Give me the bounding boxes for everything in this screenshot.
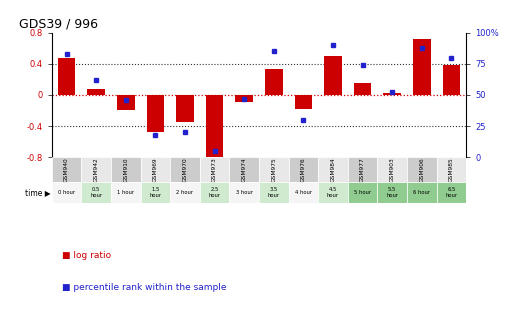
Text: 4 hour: 4 hour <box>295 190 312 195</box>
Bar <box>52 182 81 203</box>
Bar <box>200 182 229 203</box>
Bar <box>147 95 164 132</box>
Bar <box>289 157 318 182</box>
Text: GSM975: GSM975 <box>271 157 276 182</box>
Bar <box>140 182 170 203</box>
Text: 1 hour: 1 hour <box>117 190 134 195</box>
Bar <box>442 65 461 95</box>
Bar <box>140 157 170 182</box>
Bar <box>52 157 81 182</box>
Text: GSM973: GSM973 <box>212 157 217 182</box>
Text: 6 hour: 6 hour <box>413 190 430 195</box>
Text: 0 hour: 0 hour <box>58 190 75 195</box>
Bar <box>354 83 371 95</box>
Text: 4.5
hour: 4.5 hour <box>327 187 339 198</box>
Bar <box>200 157 229 182</box>
Bar <box>111 182 140 203</box>
Text: 0.5
hour: 0.5 hour <box>90 187 102 198</box>
Bar <box>117 95 135 110</box>
Bar <box>348 182 378 203</box>
Bar <box>437 182 466 203</box>
Bar <box>378 157 407 182</box>
Text: GSM974: GSM974 <box>242 157 247 182</box>
Text: GSM906: GSM906 <box>419 157 424 182</box>
Text: 2 hour: 2 hour <box>177 190 194 195</box>
Text: GSM942: GSM942 <box>94 157 99 182</box>
Text: GSM903: GSM903 <box>390 157 395 182</box>
Text: GSM985: GSM985 <box>449 157 454 182</box>
Text: GSM976: GSM976 <box>301 157 306 182</box>
Bar <box>348 157 378 182</box>
Bar <box>170 182 200 203</box>
Text: ■ log ratio: ■ log ratio <box>62 250 111 260</box>
Bar <box>378 182 407 203</box>
Bar <box>259 157 289 182</box>
Bar <box>111 157 140 182</box>
Text: 3 hour: 3 hour <box>236 190 253 195</box>
Bar <box>318 182 348 203</box>
Bar <box>57 58 76 95</box>
Text: GSM910: GSM910 <box>123 157 128 182</box>
Bar <box>265 69 283 95</box>
Bar <box>318 157 348 182</box>
Bar <box>295 95 312 109</box>
Text: ■ percentile rank within the sample: ■ percentile rank within the sample <box>62 283 227 292</box>
Bar <box>88 89 105 95</box>
Bar <box>170 157 200 182</box>
Bar <box>289 182 318 203</box>
Bar <box>407 182 437 203</box>
Text: GSM969: GSM969 <box>153 157 158 182</box>
Text: GSM940: GSM940 <box>64 157 69 182</box>
Bar <box>407 157 437 182</box>
Bar <box>176 95 194 122</box>
Bar <box>206 95 223 159</box>
Text: 3.5
hour: 3.5 hour <box>268 187 280 198</box>
Bar <box>229 157 259 182</box>
Text: GSM970: GSM970 <box>182 157 188 182</box>
Text: GDS39 / 996: GDS39 / 996 <box>19 17 98 30</box>
Bar <box>81 182 111 203</box>
Text: 5 hour: 5 hour <box>354 190 371 195</box>
Bar <box>259 182 289 203</box>
Bar <box>437 157 466 182</box>
Text: 5.5
hour: 5.5 hour <box>386 187 398 198</box>
Bar <box>229 182 259 203</box>
Bar <box>235 95 253 102</box>
Text: 1.5
hour: 1.5 hour <box>149 187 162 198</box>
Text: GSM977: GSM977 <box>360 157 365 182</box>
Bar <box>413 39 430 95</box>
Text: time ▶: time ▶ <box>25 188 50 197</box>
Bar <box>324 56 342 95</box>
Text: 2.5
hour: 2.5 hour <box>209 187 221 198</box>
Bar <box>81 157 111 182</box>
Text: GSM984: GSM984 <box>330 157 336 182</box>
Text: 6.5
hour: 6.5 hour <box>445 187 457 198</box>
Bar <box>383 93 401 95</box>
